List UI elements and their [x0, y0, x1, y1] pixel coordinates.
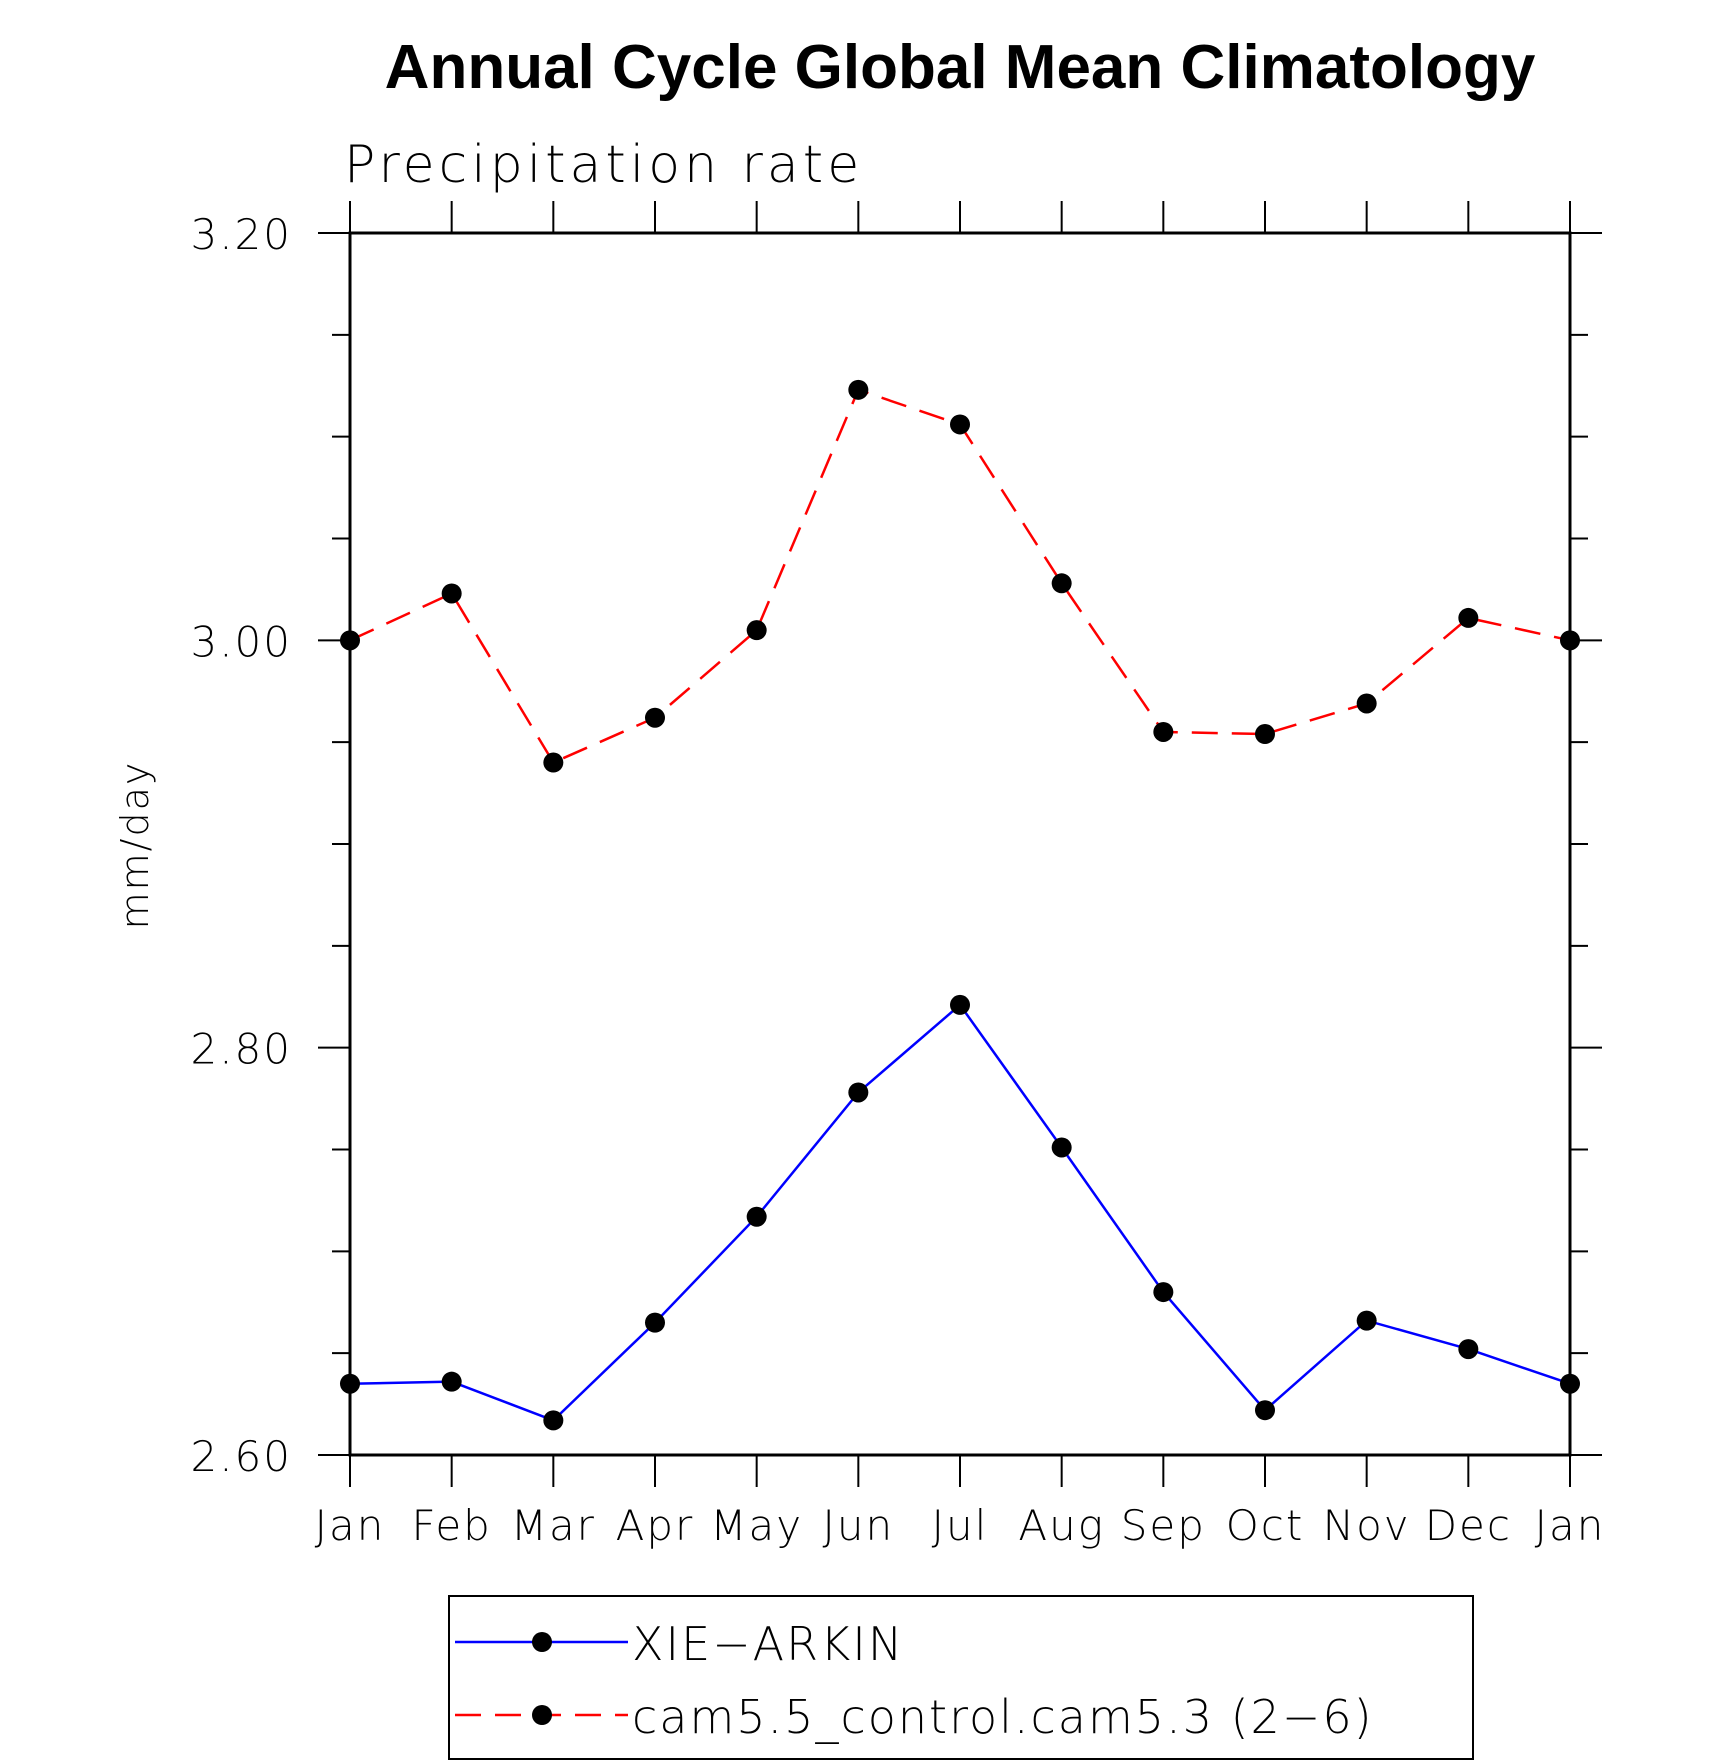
data-point-series-0	[1255, 1400, 1275, 1421]
data-point-series-1	[1153, 721, 1174, 742]
data-point-series-1	[645, 707, 665, 728]
legend: XIE−ARKIN cam5.5_control.cam5.3 (2−6)	[448, 1595, 1474, 1760]
data-point-series-1	[950, 414, 970, 435]
series-line-0	[349, 1003, 1571, 1422]
series-line-1	[349, 388, 1571, 765]
data-point-series-1	[1051, 573, 1072, 594]
x-tick-label: May	[710, 1501, 803, 1550]
y-tick-labels: 2.60 2.80 3.00 3.20	[190, 210, 292, 1481]
x-tick-label: Jan	[1535, 1501, 1606, 1550]
data-point-series-0	[1560, 1373, 1580, 1394]
data-point-series-1	[340, 630, 360, 651]
data-point-series-0	[950, 994, 970, 1015]
data-point-series-1	[746, 620, 767, 641]
x-tick-label: Nov	[1323, 1501, 1411, 1550]
x-tick-label: Feb	[411, 1501, 491, 1550]
data-point-series-0	[1356, 1310, 1377, 1331]
data-point-series-0	[441, 1371, 462, 1392]
data-point-series-0	[543, 1410, 564, 1431]
x-tick-label: Dec	[1425, 1501, 1512, 1550]
x-tick-label: Jan	[315, 1501, 386, 1550]
data-point-series-1	[848, 379, 869, 400]
y-tick-label: 3.20	[190, 210, 292, 259]
legend-marker-cam5	[532, 1705, 552, 1725]
data-point-series-0	[746, 1206, 767, 1227]
data-point-series-1	[1356, 693, 1377, 714]
x-tick-label: Mar	[511, 1501, 596, 1550]
x-tick-label: Jul	[932, 1501, 989, 1550]
x-tick-label: Oct	[1226, 1501, 1305, 1550]
data-point-series-0	[1051, 1137, 1072, 1158]
legend-box	[448, 1595, 1474, 1760]
y-tick-label: 3.00	[190, 617, 292, 666]
data-point-series-1	[1458, 607, 1479, 628]
x-tick-labels: Jan Feb Mar Apr May Jun Jul Aug Sep Oct Nov Dec Jan	[315, 1501, 1606, 1550]
chart-title: Annual Cycle Global Mean Climatology	[385, 33, 1536, 102]
data-point-series-1	[543, 752, 564, 773]
y-tick-label: 2.60	[190, 1432, 292, 1481]
axis-ticks	[318, 201, 1602, 1487]
y-tick-label: 2.80	[190, 1025, 292, 1074]
y-axis-label: mm/day	[113, 761, 157, 930]
data-point-series-0	[1153, 1282, 1174, 1303]
data-point-series-0	[645, 1312, 665, 1333]
legend-marker-xie-arkin	[532, 1632, 552, 1652]
x-tick-label: Apr	[616, 1501, 695, 1550]
data-point-series-1	[1560, 630, 1580, 651]
data-series	[340, 379, 1580, 1431]
x-tick-label: Aug	[1018, 1501, 1105, 1550]
legend-label-cam5: cam5.5_control.cam5.3 (2−6)	[632, 1690, 1374, 1744]
x-tick-label: Jun	[823, 1501, 895, 1550]
legend-label-xie-arkin: XIE−ARKIN	[632, 1617, 904, 1671]
data-point-series-0	[340, 1373, 360, 1394]
data-point-series-1	[441, 583, 462, 604]
data-point-series-0	[848, 1082, 869, 1103]
data-point-series-0	[1458, 1339, 1479, 1360]
x-tick-label: Sep	[1121, 1501, 1206, 1550]
chart-subtitle: Precipitation rate	[344, 135, 863, 195]
data-point-series-1	[1255, 724, 1275, 745]
